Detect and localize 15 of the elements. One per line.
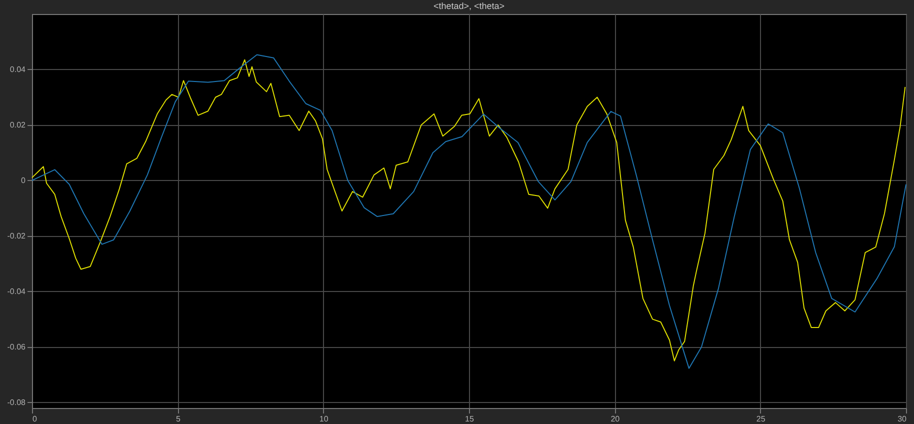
- x-tick-label: 25: [756, 414, 766, 424]
- y-tick-label: 0.02: [10, 120, 26, 130]
- x-tick-label: 5: [176, 414, 181, 424]
- y-tick-label: -0.06: [7, 342, 26, 352]
- x-tick-label: 10: [319, 414, 329, 424]
- y-tick-label: -0.08: [7, 398, 26, 407]
- y-tick-label: -0.02: [7, 231, 26, 240]
- chart-title: <thetad>, <theta>: [433, 1, 505, 11]
- y-tick-label: -0.04: [7, 286, 26, 296]
- x-tick-label: 20: [610, 414, 620, 424]
- x-tick-label: 15: [465, 414, 474, 424]
- x-tick-label: 30: [898, 414, 908, 424]
- y-tick-label: 0: [21, 176, 26, 185]
- y-tick-label: 0.04: [10, 64, 26, 74]
- x-tick-label: 0: [32, 414, 38, 424]
